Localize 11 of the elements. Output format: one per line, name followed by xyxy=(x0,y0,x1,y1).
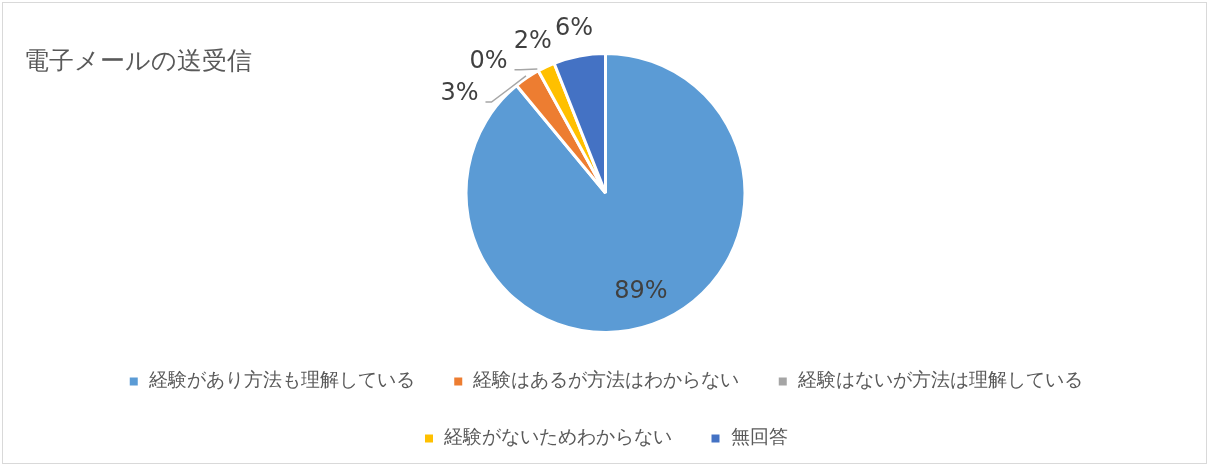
data-label: 3% xyxy=(440,78,479,107)
text: 0% xyxy=(469,46,508,75)
data-label: 2% xyxy=(513,26,552,55)
text: 電子メールの送受信 xyxy=(24,45,252,77)
data-label: 89% xyxy=(614,275,668,304)
legend-label: 経験があり方法も理解している xyxy=(147,368,415,391)
legend-label: 無回答 xyxy=(730,425,788,448)
legend-label: 経験はあるが方法はわからない xyxy=(472,368,740,391)
legend-label: 経験はないが方法は理解している xyxy=(796,368,1083,391)
data-label: 6% xyxy=(555,12,594,41)
legend-label: 経験がないためわからない xyxy=(443,425,672,448)
